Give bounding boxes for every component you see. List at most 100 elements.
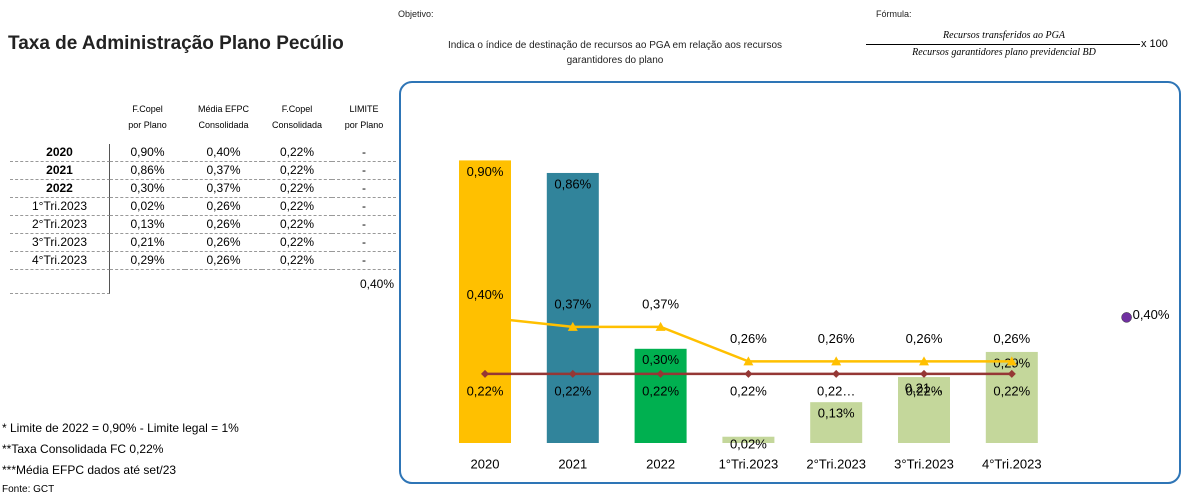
- table-cell: 0,86%: [110, 162, 185, 180]
- table-cell: 0,22%: [262, 198, 332, 216]
- table-cell: 0,22%: [262, 252, 332, 270]
- bar-label: 0,13%: [818, 406, 855, 421]
- note: Fonte: GCT: [2, 484, 55, 495]
- note: **Taxa Consolidada FC 0,22%: [2, 442, 164, 456]
- bar-label: 0,86%: [554, 176, 591, 191]
- table-cell: 0,22%: [262, 216, 332, 234]
- table-rule: [10, 270, 110, 294]
- column-header: Consolidada: [198, 120, 249, 130]
- formula-numerator: Recursos transferidos ao PGA: [943, 30, 1065, 41]
- marker: [1007, 369, 1016, 378]
- marker: [743, 356, 754, 366]
- objective-label: Objetivo:: [398, 9, 434, 19]
- bar-label: 0,02%: [730, 436, 767, 451]
- bar: [810, 402, 863, 443]
- marker: [655, 321, 666, 331]
- point-label: 0,40%: [1133, 307, 1170, 322]
- point-label: 0,22%: [554, 383, 591, 398]
- bar-label: 0,21…: [905, 380, 943, 395]
- fraction-bar: [866, 44, 1140, 45]
- note: * Limite de 2022 = 0,90% - Limite legal …: [2, 421, 239, 435]
- point-label: 0,22%: [642, 383, 679, 398]
- formula-denominator: Recursos garantidores plano previdencial…: [912, 47, 1096, 58]
- table-cell: -: [332, 198, 396, 216]
- bar-label: 0,30%: [642, 352, 679, 367]
- marker: [481, 369, 489, 378]
- point-label: 0,40%: [467, 287, 504, 302]
- table-cell: 4°Tri.2023: [10, 252, 110, 270]
- marker: [919, 356, 929, 366]
- objective-line: Indica o índice de destinação de recurso…: [447, 40, 783, 51]
- chart-frame: [399, 81, 1181, 484]
- table-cell: 0,30%: [110, 180, 185, 198]
- bar: [546, 172, 599, 443]
- x-tick-label: 2°Tri.2023: [806, 456, 866, 471]
- table-cell: 0,22%: [262, 144, 332, 162]
- table-cell: 2°Tri.2023: [10, 216, 110, 234]
- marker: [744, 369, 753, 378]
- point-label: 0,26%: [993, 331, 1030, 346]
- bar: [459, 160, 511, 443]
- marker: [831, 356, 842, 366]
- objective-line: garantidores do plano: [566, 55, 664, 66]
- point-label: 0,22%: [906, 383, 943, 398]
- table-cell: 0,37%: [185, 162, 262, 180]
- marker: [656, 369, 665, 378]
- table-cell: 0,26%: [185, 216, 262, 234]
- formula-factor: x 100: [1141, 38, 1168, 50]
- table-cell: 2022: [10, 180, 110, 198]
- column-header: F.Copel: [132, 104, 163, 114]
- point-label: 0,22…: [817, 383, 855, 398]
- point-label: 0,22%: [993, 383, 1030, 398]
- x-tick-label: 4°Tri.2023: [982, 456, 1042, 471]
- column-header: Consolidada: [271, 120, 323, 130]
- x-tick-label: 2021: [558, 456, 587, 471]
- note: ***Média EFPC dados até set/23: [2, 463, 177, 477]
- bar: [898, 377, 950, 443]
- marker: [480, 312, 490, 322]
- table-cell: -: [332, 252, 396, 270]
- limit-cell: 0,40%: [359, 277, 394, 291]
- column-header: por Plano: [128, 120, 167, 130]
- x-tick-label: 2020: [471, 456, 500, 471]
- table-cell: 0,29%: [110, 252, 185, 270]
- table-cell: 0,90%: [110, 144, 185, 162]
- table-cell: 2020: [10, 144, 110, 162]
- table-cell: -: [332, 234, 396, 252]
- x-tick-label: 2022: [646, 456, 675, 471]
- column-header: LIMITE: [349, 104, 379, 114]
- column-header: por Plano: [344, 120, 384, 130]
- table-cell: 1°Tri.2023: [10, 198, 110, 216]
- table-cell: -: [332, 144, 396, 162]
- bar: [722, 436, 775, 443]
- table-cell: 0,22%: [262, 180, 332, 198]
- point-label: 0,22%: [467, 383, 504, 398]
- table-cell: 0,02%: [110, 198, 185, 216]
- point-label: 0,37%: [554, 296, 591, 311]
- formula-label: Fórmula:: [876, 9, 912, 19]
- bar-label: 0,90%: [467, 164, 504, 179]
- title: Taxa de Administração Plano Pecúlio: [8, 33, 344, 54]
- table-cell: 0,22%: [262, 234, 332, 252]
- marker: [1006, 356, 1017, 366]
- table-cell: 0,26%: [185, 252, 262, 270]
- table-cell: -: [332, 162, 396, 180]
- marker: [568, 369, 577, 378]
- table-cell: 0,37%: [185, 180, 262, 198]
- table-cell: 0,13%: [110, 216, 185, 234]
- x-tick-label: 3°Tri.2023: [894, 456, 954, 471]
- table-cell: 0,21%: [110, 234, 185, 252]
- point-label: 0,22%: [730, 383, 767, 398]
- bar: [985, 351, 1038, 443]
- column-header: Média EFPC: [197, 104, 250, 114]
- x-tick-label: 1°Tri.2023: [719, 456, 779, 471]
- table-cell: 2021: [10, 162, 110, 180]
- table-cell: -: [332, 216, 396, 234]
- table-cell: 0,22%: [262, 162, 332, 180]
- marker: [832, 369, 841, 378]
- marker: [1121, 312, 1132, 323]
- table-cell: 0,40%: [185, 144, 262, 162]
- marker: [567, 321, 578, 331]
